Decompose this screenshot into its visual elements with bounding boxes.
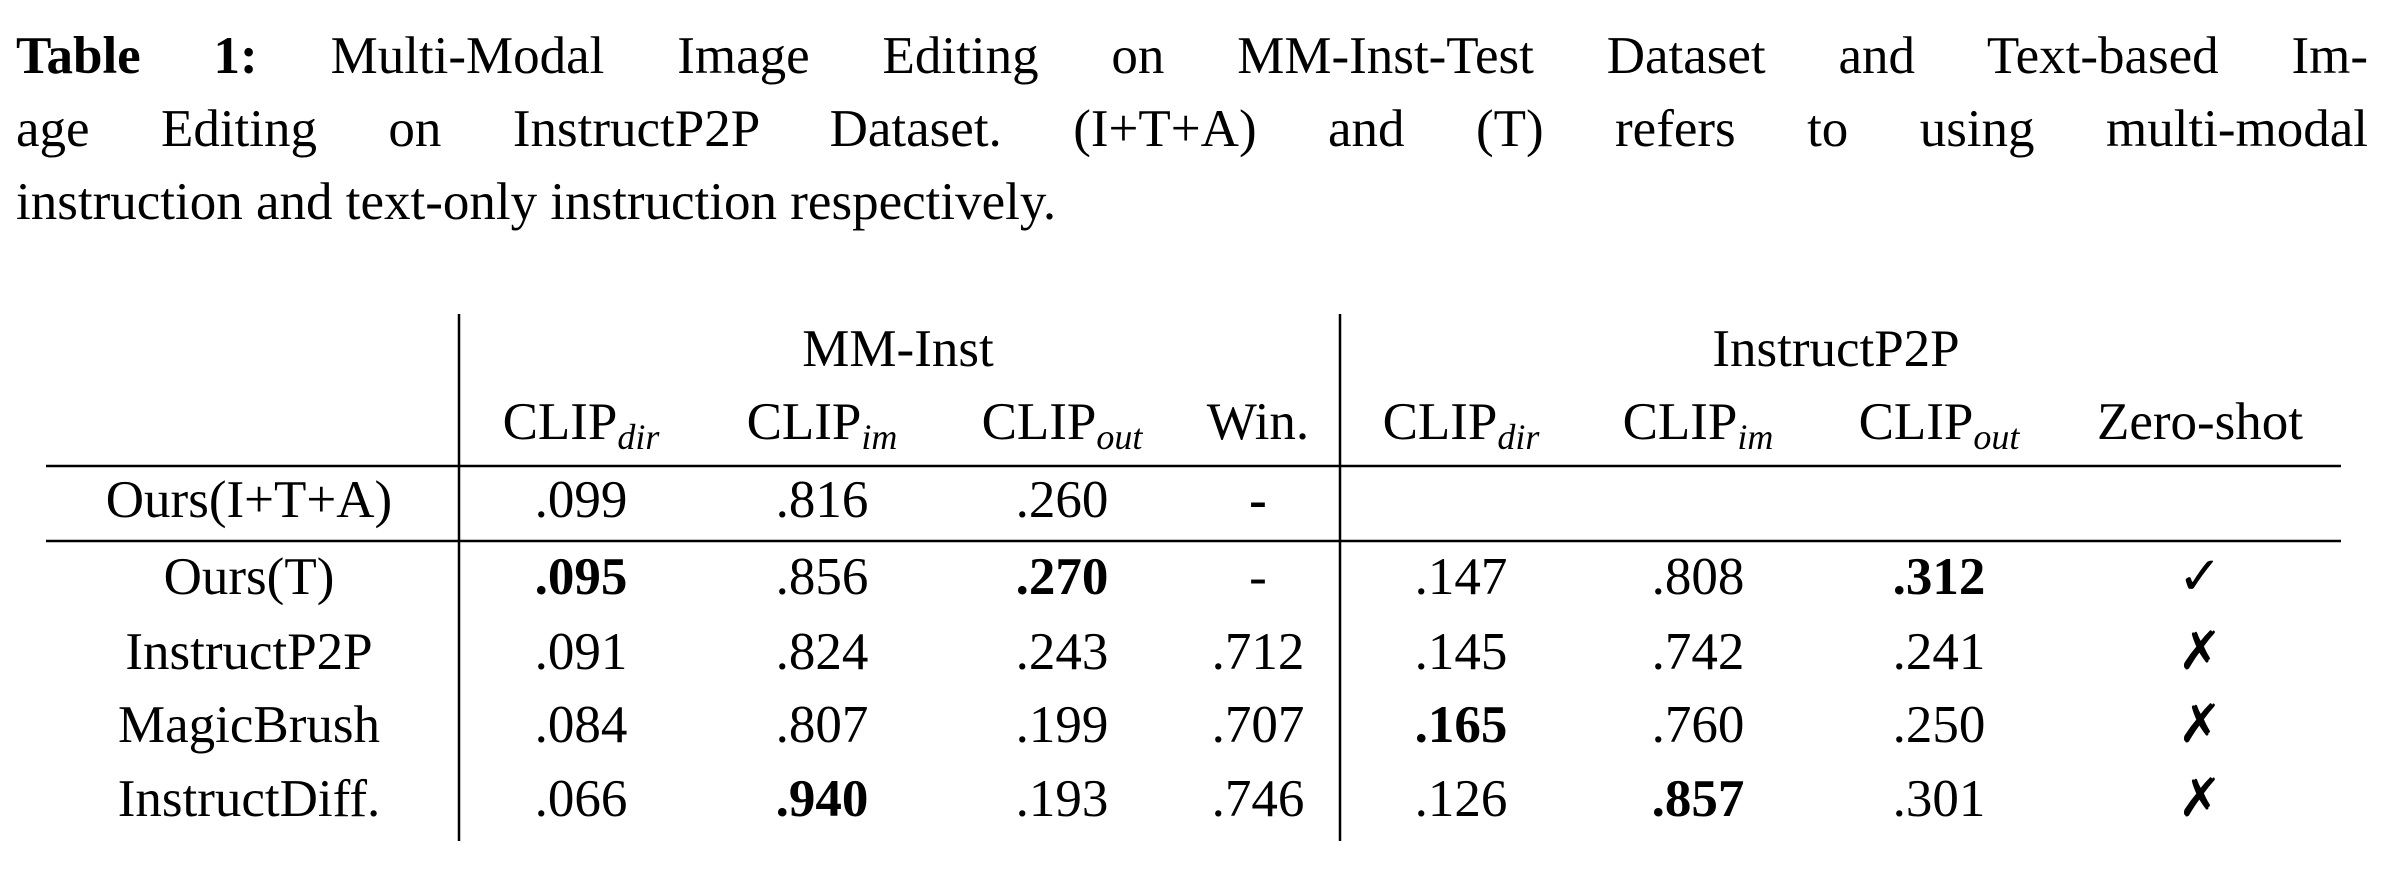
caption-label: Table 1: (16, 27, 258, 85)
column-header: CLIPim (1623, 393, 1774, 457)
table-cell: .270 (1016, 548, 1109, 606)
column-header-subscript: out (1096, 417, 1143, 457)
caption-line: age Editing on InstructP2P Dataset. (I+T… (16, 93, 2368, 166)
row-label: MagicBrush (118, 696, 380, 754)
column-header: CLIPim (747, 393, 898, 457)
table-cell: .095 (535, 548, 628, 606)
table-cell: .807 (776, 696, 869, 754)
column-header: CLIPout (1859, 393, 2021, 457)
table-cell: ✓ (2178, 548, 2222, 606)
column-header-text: CLIP (503, 393, 618, 451)
table-cell: .084 (535, 696, 628, 754)
table-cell: .147 (1415, 548, 1508, 606)
table-cell: ✗ (2178, 696, 2222, 754)
table-cell: .856 (776, 548, 869, 606)
table-cell: .091 (535, 623, 628, 681)
group-header: MM-Inst (802, 320, 994, 378)
table-cell: .857 (1652, 770, 1745, 828)
column-header-text: CLIP (1383, 393, 1498, 451)
column-header: Win. (1207, 393, 1309, 451)
column-header-text: CLIP (982, 393, 1097, 451)
row-label: Ours(T) (164, 548, 335, 606)
table-cell: .312 (1893, 548, 1986, 606)
table-caption: Table 1: Multi-Modal Image Editing on MM… (16, 20, 2368, 239)
column-header: CLIPdir (503, 393, 661, 457)
table-cell: .746 (1212, 770, 1305, 828)
column-header-text: CLIP (747, 393, 862, 451)
table-cell: ✗ (2178, 623, 2222, 681)
table-cell: .165 (1415, 696, 1508, 754)
caption-line: Table 1: Multi-Modal Image Editing on MM… (16, 20, 2368, 93)
table-cell: .760 (1652, 696, 1745, 754)
table-cell: .712 (1212, 623, 1305, 681)
table-cell: .260 (1016, 471, 1109, 529)
table-cell: .243 (1016, 623, 1109, 681)
table-cell: .193 (1016, 770, 1109, 828)
table-cell: .250 (1893, 696, 1986, 754)
caption-text: instruction and text-only instruction re… (16, 173, 1057, 231)
column-header-text: CLIP (1859, 393, 1974, 451)
row-label: InstructDiff. (118, 770, 381, 828)
table-cell: .707 (1212, 696, 1305, 754)
column-header-subscript: out (1973, 417, 2020, 457)
table-cell: .066 (535, 770, 628, 828)
caption-text: age Editing on InstructP2P Dataset. (I+T… (16, 100, 2368, 158)
table-cell: - (1249, 471, 1267, 529)
table-cell: .145 (1415, 623, 1508, 681)
table-cell: .742 (1652, 623, 1745, 681)
table-cell: .940 (776, 770, 869, 828)
column-header-text: Zero-shot (2097, 393, 2303, 451)
row-label: Ours(I+T+A) (106, 471, 392, 529)
caption-text: Multi-Modal Image Editing on MM-Inst-Tes… (330, 27, 2369, 85)
column-header-subscript: im (861, 417, 897, 457)
column-header: CLIPdir (1383, 393, 1541, 457)
column-header-text: Win. (1207, 393, 1309, 451)
group-header: InstructP2P (1712, 320, 1959, 378)
column-header-subscript: dir (1497, 417, 1540, 457)
table-cell: - (1249, 548, 1267, 606)
table-cell: .816 (776, 471, 869, 529)
table-cell: ✗ (2178, 770, 2222, 828)
column-header: Zero-shot (2097, 393, 2303, 451)
column-header-subscript: im (1737, 417, 1773, 457)
table-cell: .199 (1016, 696, 1109, 754)
column-header: CLIPout (982, 393, 1144, 457)
table-cell: .241 (1893, 623, 1986, 681)
table-cell: .301 (1893, 770, 1986, 828)
table-cell: .099 (535, 471, 628, 529)
column-header-subscript: dir (617, 417, 660, 457)
table-cell: .126 (1415, 770, 1508, 828)
caption-line: instruction and text-only instruction re… (16, 166, 2368, 239)
table-cell: .824 (776, 623, 869, 681)
column-header-text: CLIP (1623, 393, 1738, 451)
table-cell: .808 (1652, 548, 1745, 606)
row-label: InstructP2P (125, 623, 372, 681)
